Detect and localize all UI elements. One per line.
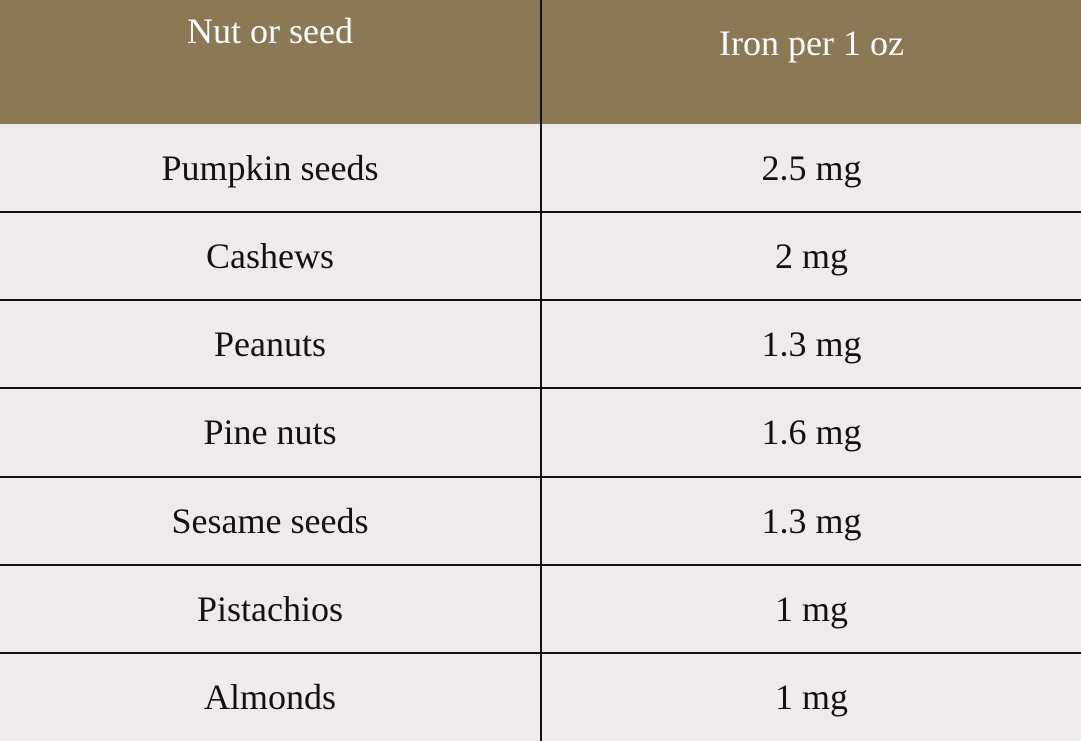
- table-cell: 1.3 mg: [761, 324, 862, 365]
- column-divider: [540, 0, 542, 741]
- table-cell: Pistachios: [196, 588, 343, 629]
- table-cell: Peanuts: [214, 324, 326, 365]
- table-cell: 1.6 mg: [761, 412, 862, 453]
- table-cell: Pumpkin seeds: [161, 148, 379, 189]
- table-cell: 1.3 mg: [761, 500, 862, 541]
- table-cell: 1 mg: [774, 676, 848, 717]
- table-cell: 2.5 mg: [761, 148, 862, 189]
- header-cell: Iron per 1 oz: [542, 0, 1081, 124]
- table-cell: Almonds: [203, 676, 336, 717]
- table-cell: Sesame seeds: [171, 500, 369, 541]
- header-cell: Nut or seed: [0, 0, 540, 124]
- table-cell: 1 mg: [774, 588, 848, 629]
- table-cell: Pine nuts: [203, 412, 337, 453]
- table-cell: Cashews: [206, 236, 334, 277]
- table-cell: 2 mg: [774, 236, 848, 277]
